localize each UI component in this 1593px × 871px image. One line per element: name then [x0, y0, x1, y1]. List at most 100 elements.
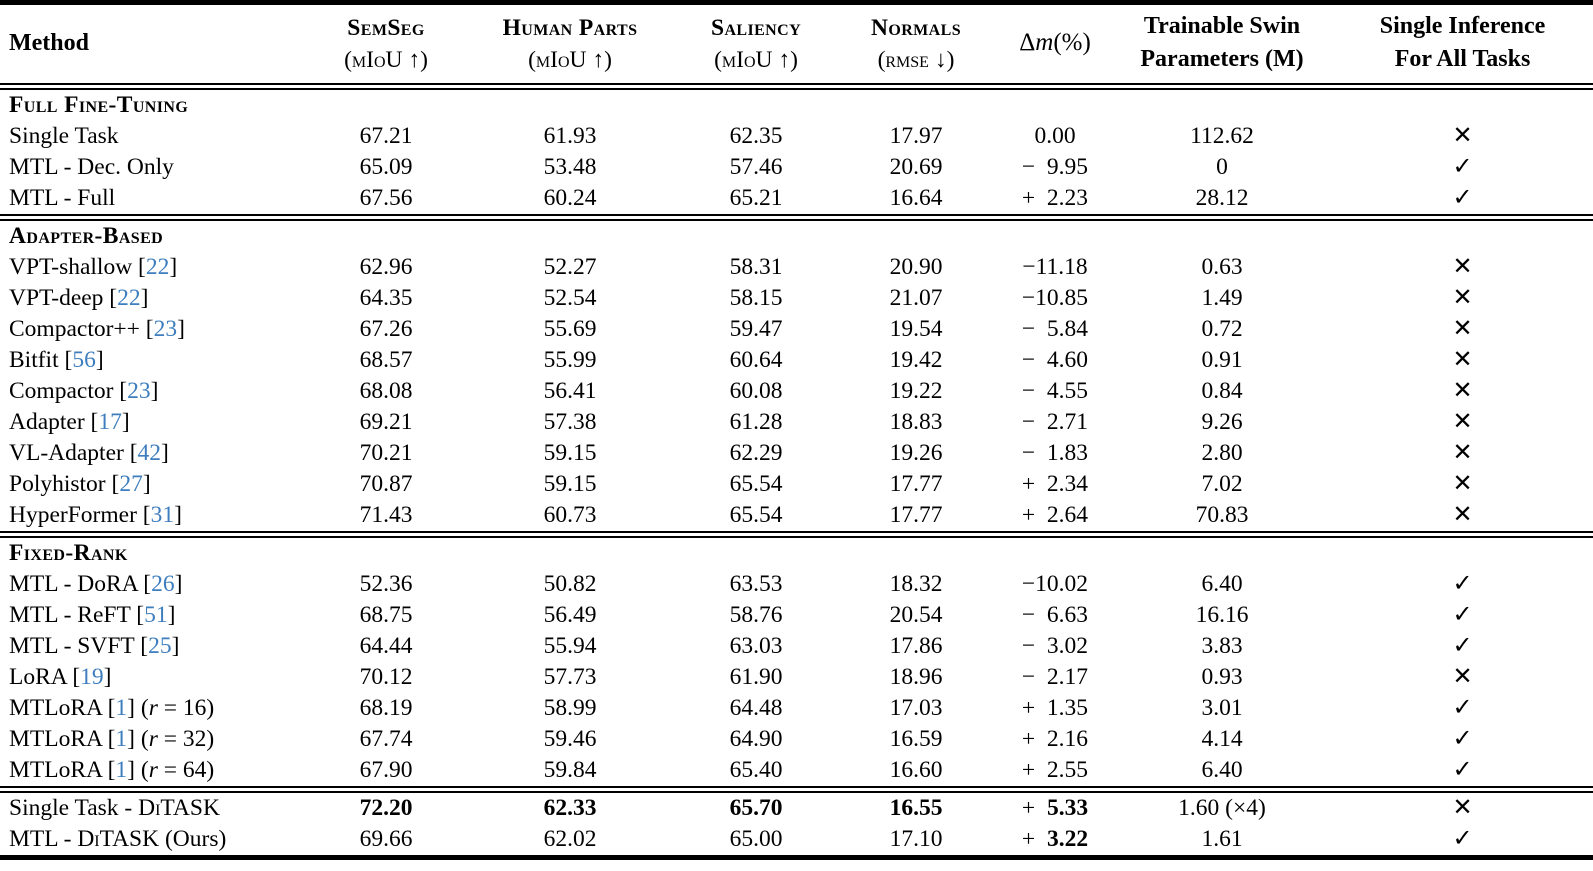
metric-cell: 65.54: [729, 502, 783, 528]
citation-link[interactable]: 23: [127, 378, 151, 404]
delta-m-cell: − 2.17: [998, 662, 1112, 693]
metric-cell: 60.64: [729, 347, 783, 373]
column-header-normals: Normals (rmse ↓): [834, 3, 998, 87]
citation-link[interactable]: 25: [148, 633, 172, 659]
method-cell: MTL - DoRA [26]: [0, 569, 310, 600]
text-segment: Polyhistor [: [9, 471, 120, 497]
metric-cell: 58.15: [729, 285, 783, 311]
inference-cell: ✕: [1332, 314, 1593, 345]
metric-cell: 62.02: [543, 826, 597, 852]
text-segment: ]: [161, 440, 169, 466]
metric-cell: 64.35: [359, 285, 413, 311]
metric-cell: 19.26: [889, 440, 943, 466]
text-segment: +: [1021, 826, 1047, 852]
text-segment: LoRA [: [9, 664, 81, 690]
column-header-single-inference: Single Inference For All Tasks: [1332, 3, 1593, 87]
citation-link[interactable]: 26: [151, 571, 175, 597]
metric-cell: 63.53: [729, 571, 783, 597]
citation-link[interactable]: 22: [117, 285, 141, 311]
text-segment: ]: [169, 254, 178, 280]
citation-link[interactable]: 19: [80, 664, 104, 690]
text-segment: = 64): [157, 757, 215, 783]
column-subtitle: (rmse ↓): [877, 46, 955, 73]
header-row: Method SemSeg (mIoU ↑) Human Parts (mIoU…: [0, 3, 1593, 87]
citation-link[interactable]: 27: [119, 471, 143, 497]
cross-icon: ✕: [1452, 471, 1473, 497]
check-icon: ✓: [1452, 633, 1473, 659]
metric-cell: 52.36: [359, 571, 413, 597]
method-cell: HyperFormer [31]: [0, 500, 310, 535]
citation-link[interactable]: 31: [150, 502, 175, 528]
check-icon: ✓: [1452, 185, 1473, 211]
cross-icon: ✕: [1452, 378, 1473, 404]
citation-link[interactable]: 22: [145, 254, 170, 280]
metric-cell: 17.97: [889, 123, 943, 149]
text-segment: ]: [121, 409, 130, 435]
delta-m-cell: − 1.83: [998, 438, 1112, 469]
params-cell: 0.91: [1201, 347, 1243, 373]
column-title: Normals: [871, 14, 961, 41]
delta-m-cell: − 4.60: [998, 345, 1112, 376]
method-cell: MTLoRA [1] (r = 16): [0, 693, 310, 724]
metric-cell: 59.15: [543, 440, 597, 466]
delta-variable: m: [1035, 29, 1054, 56]
text-segment: + 2.16: [1021, 726, 1089, 752]
table-row: MTLoRA [1] (r = 64) 67.90 59.84 65.40 16.60 +…: [0, 755, 1593, 790]
check-icon: ✓: [1452, 602, 1473, 628]
metric-cell: 52.27: [543, 254, 597, 280]
metric-cell: 17.86: [889, 633, 943, 659]
method-cell: MTLoRA [1] (r = 32): [0, 724, 310, 755]
table-section: Fixed-Rank MTL - DoRA [26] 52.36 50.82 63.53…: [0, 534, 1593, 790]
text-segment: DiTASK: [77, 826, 160, 852]
method-cell: MTLoRA [1] (r = 64): [0, 755, 310, 790]
params-cell: 1.60 (×4): [1178, 795, 1266, 821]
check-icon: ✓: [1452, 695, 1473, 721]
method-cell: Polyhistor [27]: [0, 469, 310, 500]
citation-link[interactable]: 51: [144, 602, 168, 628]
citation-link[interactable]: 23: [153, 316, 178, 342]
table-section: Single Task - DiTASK 72.20 62.33 65.70 16.55…: [0, 789, 1593, 858]
text-segment: = 32): [157, 726, 215, 752]
text-segment: ]: [174, 571, 183, 597]
citation-link[interactable]: 1: [115, 757, 128, 783]
table-row: Compactor [23] 68.08 56.41 60.08 19.22 − 4.55…: [0, 376, 1593, 407]
metric-cell: 72.20: [359, 795, 413, 821]
delta-m-cell: + 1.35: [998, 693, 1112, 724]
citation-link[interactable]: 1: [115, 726, 128, 752]
table-row: MTL - SVFT [25] 64.44 55.94 63.03 17.86 − 3.0…: [0, 631, 1593, 662]
citation-link[interactable]: 1: [115, 695, 128, 721]
citation-link[interactable]: 42: [137, 440, 162, 466]
inference-cell: ✓: [1332, 755, 1593, 790]
section-heading: Fixed-Rank: [9, 540, 128, 566]
params-cell: 70.83: [1195, 502, 1249, 528]
metric-cell: 68.57: [359, 347, 413, 373]
metric-cell: 62.35: [729, 123, 783, 149]
delta-m-cell: − 5.84: [998, 314, 1112, 345]
metric-cell: 65.40: [729, 757, 783, 783]
params-cell: 7.02: [1201, 471, 1243, 497]
method-cell: Single Task - DiTASK: [0, 790, 310, 825]
inference-cell: ✕: [1332, 252, 1593, 283]
inference-cell: ✕: [1332, 121, 1593, 152]
metric-cell: 60.08: [729, 378, 783, 404]
citation-link[interactable]: 17: [98, 409, 122, 435]
column-header-trainable-params: Trainable Swin Parameters (M): [1112, 3, 1332, 87]
metric-cell: 20.69: [889, 154, 943, 180]
params-cell: 1.49: [1201, 285, 1243, 311]
metric-cell: 16.64: [889, 185, 943, 211]
metric-cell: 59.47: [729, 316, 783, 342]
table-header: Method SemSeg (mIoU ↑) Human Parts (mIoU…: [0, 3, 1593, 87]
metric-cell: 68.19: [359, 695, 413, 721]
method-cell: MTL - DiTASK (Ours): [0, 824, 310, 858]
params-cell: 6.40: [1201, 571, 1243, 597]
text-segment: − 4.60: [1021, 347, 1089, 373]
text-segment: ]: [150, 378, 159, 404]
metric-cell: 67.74: [359, 726, 413, 752]
text-segment: + 2.34: [1021, 471, 1089, 497]
params-cell: 0.63: [1201, 254, 1243, 280]
delta-m-cell: + 2.16: [998, 724, 1112, 755]
citation-link[interactable]: 56: [72, 347, 96, 373]
text-segment: HyperFormer [: [9, 502, 151, 528]
params-cell: 0: [1216, 154, 1228, 180]
